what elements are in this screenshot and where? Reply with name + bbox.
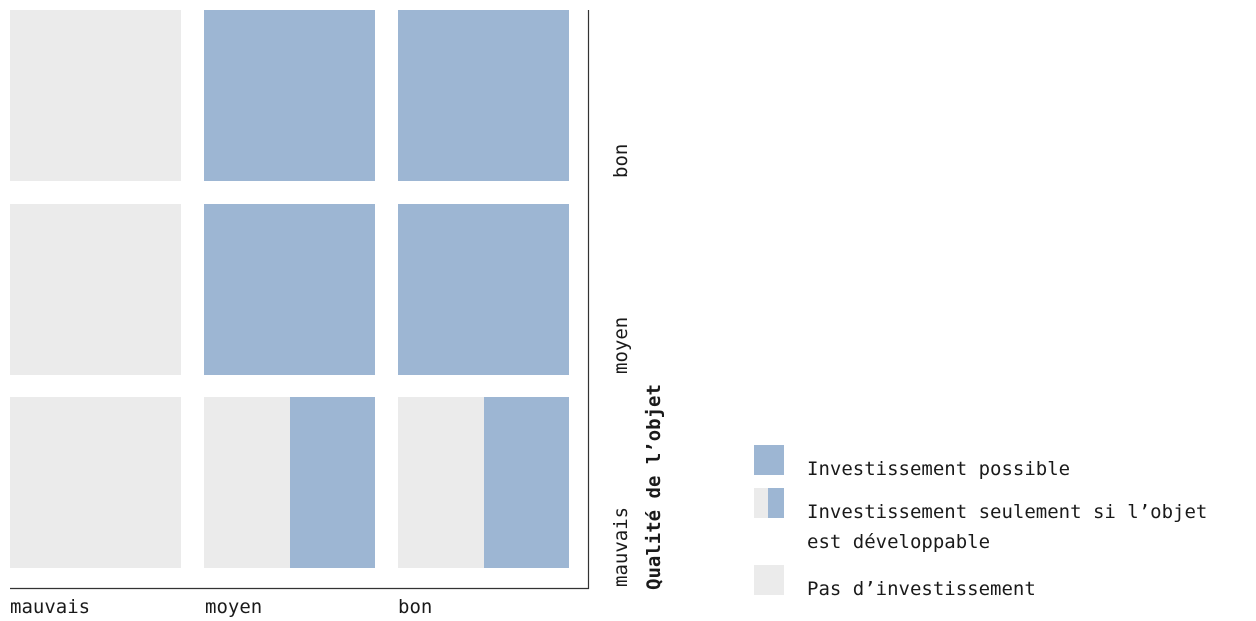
y-tick-label-bon: bon xyxy=(610,143,632,178)
cell-mauvais-bon xyxy=(10,10,181,181)
cell-bon-mauvais-left xyxy=(398,397,484,568)
x-tick-label-mauvais: mauvais xyxy=(10,596,91,618)
cell-bon-bon xyxy=(398,10,569,181)
cell-mauvais-moyen xyxy=(10,204,181,375)
legend-label-none: Pas d’investissement xyxy=(807,578,1036,600)
legend-label-conditional-line2: est développable xyxy=(807,531,991,553)
y-axis-title: Qualité de l’objet xyxy=(643,384,665,590)
x-tick-label-moyen: moyen xyxy=(205,596,263,618)
x-tick-label-bon: bon xyxy=(398,596,433,618)
cell-moyen-mauvais-left xyxy=(204,397,290,568)
cell-moyen-mauvais-right xyxy=(290,397,375,568)
legend-swatch-none xyxy=(754,565,784,595)
cell-moyen-bon xyxy=(204,10,375,181)
legend-label-possible: Investissement possible xyxy=(807,458,1071,480)
legend-swatch-possible xyxy=(754,445,784,475)
y-tick-label-mauvais: mauvais xyxy=(610,506,632,587)
cell-moyen-moyen xyxy=(204,204,375,375)
legend-swatch-conditional xyxy=(754,488,784,518)
cell-bon-moyen xyxy=(398,204,569,375)
legend-label-conditional-line1: Investissement seulement si l’objet xyxy=(807,501,1208,523)
cell-mauvais-mauvais xyxy=(10,397,181,568)
cell-bon-mauvais-right xyxy=(484,397,569,568)
y-tick-label-moyen: moyen xyxy=(610,316,632,374)
